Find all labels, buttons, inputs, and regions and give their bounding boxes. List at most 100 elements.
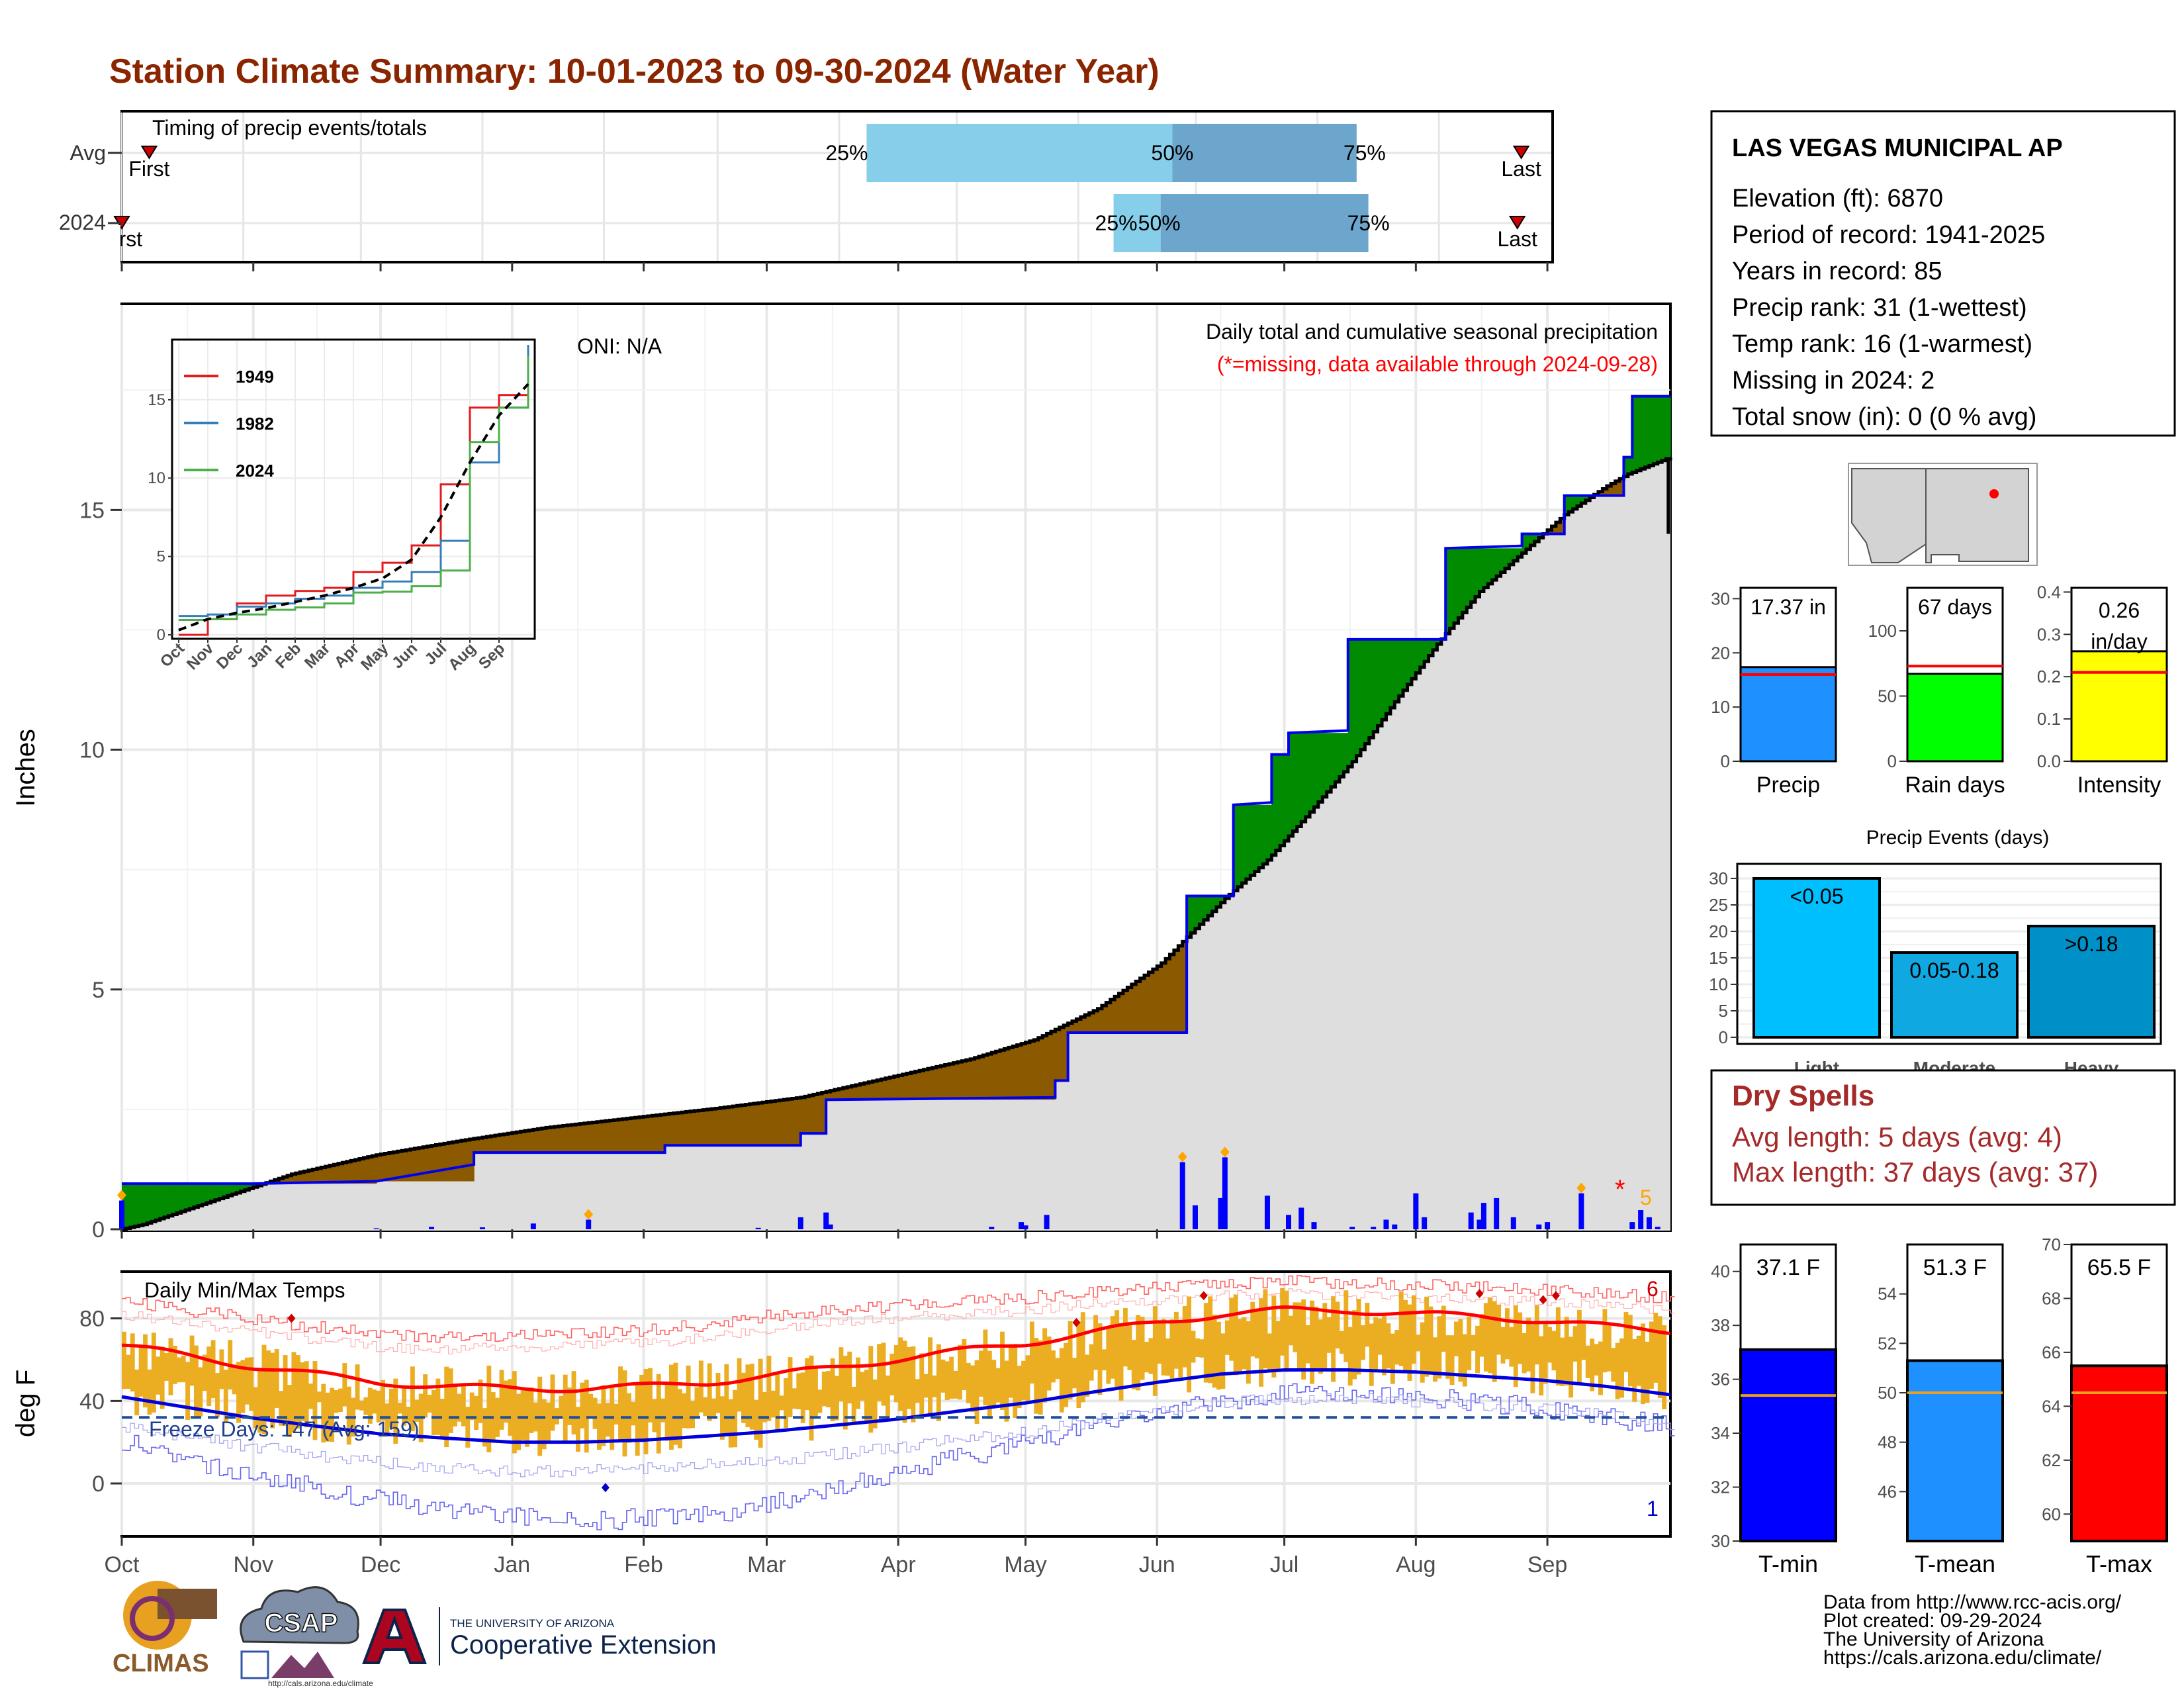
below-normal-segment — [503, 1134, 508, 1153]
below-normal-segment — [940, 1065, 946, 1100]
inset-series-2024 — [179, 355, 529, 622]
daily-temp-range-bar — [928, 1337, 933, 1415]
daily-temp-range-bar — [1322, 1303, 1328, 1371]
daily-temp-range-bar — [1284, 1290, 1289, 1372]
above-normal-segment — [1585, 495, 1590, 500]
daily-temp-range-bar — [172, 1345, 177, 1384]
daily-precip-bar-37 — [1638, 1210, 1644, 1229]
below-normal-segment — [835, 1090, 840, 1100]
daily-temp-range-bar — [936, 1344, 941, 1421]
above-normal-segment — [1267, 804, 1272, 861]
daily-temp-range-bar — [1496, 1304, 1502, 1355]
timing-pct-label-2024-0: 25% — [1095, 211, 1138, 235]
daily-temp-range-bar — [1636, 1335, 1641, 1386]
events-ytick-label-0: 0 — [1719, 1027, 1728, 1047]
event-bar-label-Light: <0.05 — [1790, 884, 1844, 908]
daily-temp-range-bar — [970, 1365, 976, 1413]
below-normal-segment — [499, 1135, 504, 1153]
mini-bar-title-Precip: Precip — [1756, 773, 1820, 798]
daily-temp-range-bar — [813, 1368, 818, 1419]
below-normal-segment — [784, 1100, 789, 1146]
daily-temp-range-bar — [1632, 1338, 1637, 1402]
above-normal-segment — [1284, 754, 1289, 841]
below-normal-segment — [486, 1137, 492, 1153]
below-normal-segment — [381, 1154, 386, 1182]
daily-temp-range-bar — [1038, 1340, 1043, 1415]
below-normal-segment — [1008, 1047, 1013, 1100]
below-normal-segment — [656, 1115, 661, 1153]
daily-temp-range-bar — [223, 1370, 228, 1422]
event-bar-Heavy — [2027, 925, 2156, 1039]
above-normal-segment — [189, 1184, 195, 1209]
daily-temp-range-bar — [1576, 1309, 1582, 1383]
climas-wordmark: CLIMAS — [113, 1650, 209, 1677]
below-normal-segment — [1615, 481, 1620, 496]
daily-temp-range-bar — [682, 1393, 687, 1429]
above-normal-segment — [1289, 733, 1294, 836]
daily-temp-range-bar — [1361, 1325, 1365, 1360]
timing-bar-25-50-Avg — [866, 124, 1173, 182]
below-normal-segment — [1025, 1042, 1030, 1100]
daily-temp-range-bar — [1504, 1308, 1510, 1360]
above-normal-segment — [1509, 548, 1514, 565]
below-normal-segment — [453, 1142, 458, 1182]
daily-temp-range-bar — [949, 1356, 954, 1399]
timing-row-label-avg: Avg — [69, 141, 106, 165]
below-normal-segment — [283, 1177, 288, 1184]
below-normal-segment — [805, 1096, 810, 1134]
below-normal-segment — [842, 1088, 848, 1100]
below-normal-segment — [987, 1054, 992, 1100]
above-normal-segment — [1254, 804, 1259, 872]
precip-x-ticks — [120, 262, 1549, 1239]
daily-temp-range-bar — [974, 1360, 979, 1424]
daily-temp-range-bar — [1305, 1325, 1310, 1364]
below-normal-segment — [703, 1109, 708, 1146]
daily-temp-range-bar — [652, 1399, 657, 1432]
daily-temp-range-bar — [1398, 1291, 1404, 1366]
below-normal-segment — [1136, 981, 1141, 1033]
below-normal-segment — [1598, 491, 1604, 496]
below-normal-segment — [715, 1108, 721, 1146]
station-info-line-3: Precip rank: 31 (1-wettest) — [1732, 294, 2027, 322]
temp-bar-ytick-label: 40 — [1711, 1262, 1730, 1282]
daily-temp-range-bar — [733, 1389, 738, 1448]
daily-temp-range-bar — [1055, 1358, 1060, 1380]
below-normal-segment — [1059, 1027, 1064, 1081]
below-normal-segment — [762, 1102, 768, 1146]
daily-temp-range-bar — [605, 1403, 610, 1437]
daily-temp-range-bar — [571, 1371, 576, 1434]
daily-temp-range-bar — [334, 1390, 339, 1413]
record-high-marker-2 — [1199, 1291, 1208, 1301]
locator-map — [1848, 463, 2038, 566]
mini-bar-ytick-label: 30 — [1711, 588, 1730, 608]
precip-y-label: Inches — [11, 729, 40, 807]
daily-temp-range-bar — [889, 1354, 895, 1395]
footer-line-3: The University of Arizona — [1823, 1628, 2044, 1650]
daily-temp-range-bar — [1420, 1322, 1425, 1383]
above-normal-segment — [1263, 804, 1268, 864]
below-normal-segment — [291, 1174, 296, 1184]
daily-temp-range-bar — [635, 1383, 640, 1456]
mini-bar-ytick-label: 20 — [1711, 643, 1730, 663]
daily-temp-range-bar — [915, 1379, 920, 1403]
daily-temp-range-bar — [453, 1384, 457, 1427]
daily-temp-range-bar — [966, 1362, 971, 1403]
above-normal-segment — [1250, 804, 1255, 876]
daily-precip-bar-3 — [479, 1227, 485, 1229]
above-normal-segment — [1496, 548, 1502, 577]
daily-precip-bar-29 — [1477, 1219, 1482, 1229]
daily-temp-range-bar — [1224, 1320, 1230, 1355]
mini-bar-Intensity — [2070, 650, 2168, 763]
temp-bar-ytick-label: 60 — [2042, 1504, 2061, 1524]
above-normal-segment — [1390, 639, 1395, 708]
precip-events-title: Precip Events (days) — [1866, 827, 2050, 849]
below-normal-segment — [1152, 969, 1158, 1033]
below-normal-segment — [754, 1103, 759, 1146]
daily-precip-bar-5 — [586, 1219, 592, 1229]
inset-legend-label-1949: 1949 — [236, 367, 274, 387]
daily-temp-range-bar — [1076, 1321, 1081, 1409]
mini-bar-ytick-label: 0.4 — [2037, 582, 2061, 602]
above-normal-segment — [1641, 396, 1646, 469]
below-normal-segment — [788, 1099, 793, 1146]
daily-temp-range-bar — [1411, 1295, 1416, 1364]
